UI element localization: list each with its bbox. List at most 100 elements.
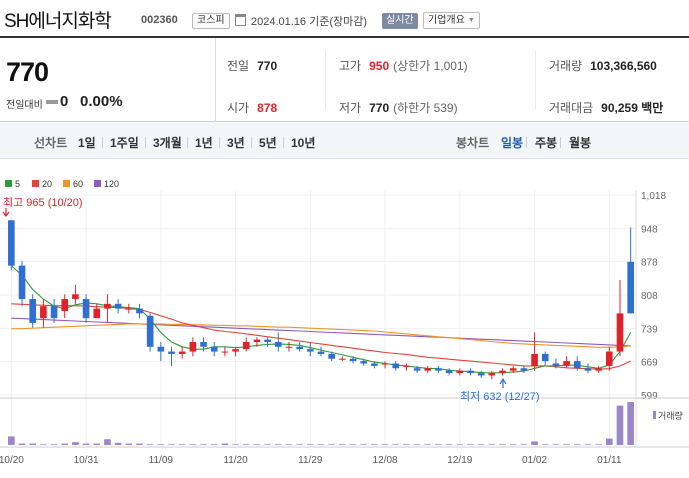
volume-bar bbox=[157, 444, 165, 445]
candle-body bbox=[616, 313, 624, 352]
tab-1day[interactable]: 1일 bbox=[78, 136, 96, 150]
company-info-label: 기업개요 bbox=[428, 15, 465, 26]
upper-limit: (상한가 1,001) bbox=[393, 59, 468, 73]
trade-amount-value: 90,259 백만 bbox=[601, 101, 664, 115]
candle-body bbox=[339, 358, 346, 360]
candle-body bbox=[584, 368, 592, 371]
volume-bar bbox=[285, 444, 293, 445]
candle-body bbox=[157, 346, 165, 352]
trade-amount-label: 거래대금 bbox=[549, 101, 594, 115]
tab-weekly[interactable]: 주봉 bbox=[535, 136, 558, 150]
volume-legend-swatch bbox=[653, 411, 656, 419]
volume-bar bbox=[210, 444, 218, 445]
volume-bar bbox=[18, 443, 26, 445]
stock-code: 002360 bbox=[141, 14, 178, 26]
candle-body bbox=[146, 315, 154, 347]
tab-1year[interactable]: 1년 bbox=[195, 136, 213, 150]
candle-body bbox=[541, 353, 549, 362]
volume-bar bbox=[520, 444, 528, 445]
x-tick-label: 11/09 bbox=[149, 455, 174, 466]
volume-bar bbox=[371, 444, 378, 445]
flat-change-icon bbox=[46, 100, 58, 104]
volume-bar bbox=[189, 444, 197, 445]
volume-bar bbox=[61, 443, 69, 445]
legend-swatch bbox=[5, 180, 12, 187]
chevron-down-icon: ▼ bbox=[467, 17, 475, 24]
volume: 거래량 103,366,560 bbox=[549, 57, 657, 74]
divider bbox=[535, 50, 536, 110]
tab-5year[interactable]: 5년 bbox=[259, 136, 277, 150]
change-value: 0 bbox=[60, 93, 69, 110]
volume-bar bbox=[595, 444, 602, 445]
candle-body bbox=[488, 373, 496, 376]
high-label: 고가 bbox=[339, 59, 362, 73]
tab-candle-chart[interactable]: 봉차트 bbox=[456, 136, 490, 150]
candle-body bbox=[61, 299, 69, 311]
candle-body bbox=[605, 351, 613, 366]
tab-line-chart[interactable]: 선차트 bbox=[34, 136, 68, 150]
low-annotation: 최저 632 (12/27) bbox=[460, 390, 540, 403]
tab-daily[interactable]: 일봉 bbox=[501, 136, 524, 150]
volume-bar bbox=[435, 444, 442, 445]
candle-body bbox=[264, 339, 271, 343]
candle-body bbox=[445, 370, 453, 374]
candle-body bbox=[29, 299, 37, 323]
volume-bar bbox=[467, 444, 474, 445]
tab-separator bbox=[283, 137, 284, 148]
candle-body bbox=[371, 363, 378, 366]
legend-swatch bbox=[63, 180, 70, 187]
lower-limit: (하한가 539) bbox=[393, 101, 458, 115]
candle-body bbox=[424, 368, 432, 371]
volume-bar bbox=[488, 444, 496, 445]
realtime-badge[interactable]: 실시간 bbox=[382, 13, 418, 29]
x-tick-label: 11/20 bbox=[223, 455, 248, 466]
candle-body bbox=[328, 353, 335, 359]
y-tick-label: 739 bbox=[641, 324, 658, 335]
base-date: 2024.01.16 기준(장마감) bbox=[251, 16, 368, 28]
candle-body bbox=[509, 368, 517, 371]
tab-separator bbox=[560, 137, 561, 148]
company-info-dropdown[interactable]: 기업개요 ▼ bbox=[423, 12, 480, 29]
volume-bar bbox=[573, 444, 581, 445]
volume-bar bbox=[531, 441, 538, 445]
low-value: 770 bbox=[369, 101, 390, 115]
high-value: 950 bbox=[369, 59, 390, 73]
volume-bar bbox=[584, 444, 592, 445]
open-value: 878 bbox=[257, 101, 278, 115]
tab-separator bbox=[219, 137, 220, 148]
candlestick-chart[interactable]: 1,018 948 878 808 739 669 599 10/20 10/31 11/09 11… bbox=[0, 160, 689, 478]
tab-3year[interactable]: 3년 bbox=[227, 136, 245, 150]
candle-body bbox=[360, 361, 368, 364]
volume-bar bbox=[221, 443, 229, 445]
y-tick-label: 948 bbox=[641, 224, 658, 235]
candle-body bbox=[573, 361, 581, 369]
candle-body bbox=[8, 220, 15, 266]
volume-bar bbox=[168, 444, 175, 445]
tab-1week[interactable]: 1주일 bbox=[110, 136, 139, 150]
candle-body bbox=[456, 370, 464, 374]
candle-body bbox=[595, 368, 602, 371]
candle-body bbox=[349, 358, 357, 362]
candle-body bbox=[317, 351, 325, 354]
prev-close-label: 전일 bbox=[227, 59, 250, 73]
tab-monthly[interactable]: 월봉 bbox=[569, 136, 592, 150]
candle-body bbox=[93, 308, 101, 319]
chart-period-tabs: 선차트 1일 1주일 3개월 1년 3년 5년 10년 봉차트 일봉 주봉 월봉 bbox=[0, 123, 689, 159]
candle-body bbox=[307, 349, 314, 352]
legend-label: 60 bbox=[73, 179, 84, 189]
volume-bar bbox=[296, 444, 303, 445]
legend-label: 120 bbox=[104, 179, 120, 189]
tab-3month[interactable]: 3개월 bbox=[153, 136, 182, 150]
legend-ma20: 20 bbox=[32, 179, 52, 189]
candle-body bbox=[274, 342, 282, 347]
stock-name[interactable]: SH에너지화학 bbox=[4, 11, 112, 32]
volume-bar bbox=[307, 444, 314, 445]
high-price: 고가 950 (상한가 1,001) bbox=[339, 57, 468, 74]
volume-value: 103,366,560 bbox=[590, 59, 657, 73]
volume-bar bbox=[499, 444, 506, 445]
tab-10year[interactable]: 10년 bbox=[291, 136, 316, 150]
volume-bar bbox=[264, 444, 271, 445]
prev-close: 전일 770 bbox=[227, 57, 277, 74]
candle-body bbox=[232, 349, 239, 352]
